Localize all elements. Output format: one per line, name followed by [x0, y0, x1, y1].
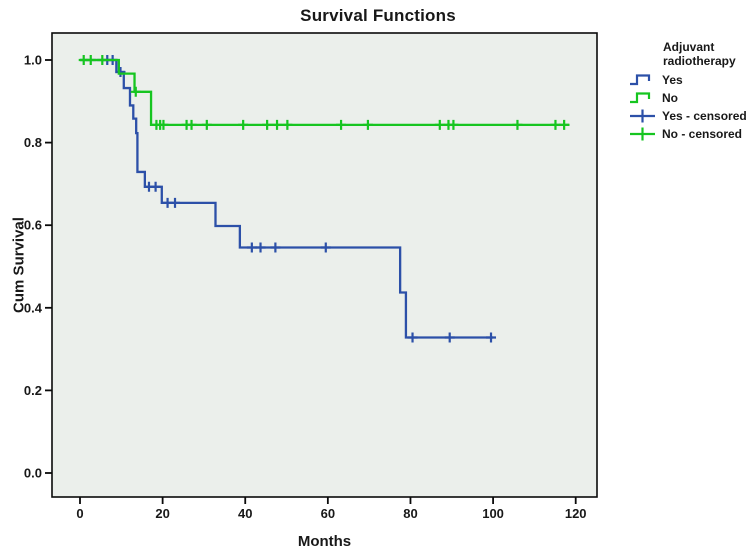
x-tick-label: 60: [321, 506, 335, 521]
censor-mark-no: [85, 55, 96, 65]
x-tick-label: 80: [403, 506, 417, 521]
y-axis-title: Cum Survival: [10, 217, 28, 313]
legend: Adjuvant radiotherapy Yes No Yes - censo…: [629, 40, 756, 144]
y-tick-label: 0.0: [24, 466, 42, 481]
x-tick-label: 20: [155, 506, 169, 521]
legend-title: Adjuvant radiotherapy: [663, 40, 736, 69]
legend-item-label: Yes: [662, 72, 683, 87]
x-axis-title: Months: [297, 533, 352, 550]
censor-mark-no: [186, 119, 197, 130]
censor-mark-yes: [320, 242, 331, 253]
censor-mark-yes: [255, 242, 266, 253]
censor-mark-yes: [407, 332, 418, 343]
legend-item-label: Yes - censored: [662, 108, 747, 123]
step-line-icon: [630, 74, 651, 86]
y-tick-label: 0.4: [24, 300, 43, 315]
censor-mark-no: [262, 119, 273, 130]
censor-mark-no: [238, 119, 249, 130]
censor-mark-no: [201, 119, 212, 130]
censor-mark-no: [272, 119, 283, 130]
x-tick-label: 120: [565, 506, 587, 521]
x-tick-label: 40: [238, 506, 252, 521]
legend-item-no-censored: No - censored: [629, 126, 756, 141]
censor-mark-no: [550, 119, 561, 130]
censor-plus-icon: [630, 127, 655, 141]
survival-curve-no: [80, 58, 570, 126]
censor-mark-yes: [150, 181, 161, 192]
x-tick-label: 0: [76, 506, 83, 521]
censor-mark-no: [336, 119, 347, 130]
censor-mark-yes: [115, 66, 126, 77]
survival-curve-yes: [80, 58, 494, 339]
censor-mark-no: [158, 119, 169, 130]
y-tick-label: 0.2: [24, 383, 42, 398]
legend-item-label: No: [662, 90, 678, 105]
censor-mark-no: [130, 86, 141, 97]
censor-mark-yes: [444, 332, 455, 343]
censor-mark-no: [362, 119, 373, 130]
chart-title: Survival Functions: [300, 6, 456, 25]
censor-mark-no: [434, 119, 445, 130]
y-tick-label: 0.8: [24, 135, 42, 150]
censor-mark-no: [559, 119, 570, 130]
x-tick-label: 100: [482, 506, 504, 521]
censor-mark-no: [97, 55, 108, 65]
censor-mark-yes: [246, 242, 257, 253]
legend-item-yes-censored: Yes - censored: [629, 108, 756, 123]
censor-mark-yes: [170, 197, 181, 208]
legend-item-yes: Yes: [629, 72, 756, 87]
plot-background: [51, 32, 598, 498]
censor-mark-no: [512, 119, 523, 130]
censor-plus-icon: [630, 109, 655, 123]
legend-item-no: No: [629, 90, 756, 105]
step-line-icon: [630, 92, 651, 104]
censor-mark-yes: [270, 242, 281, 253]
censor-mark-yes: [486, 332, 497, 343]
censor-mark-no: [282, 119, 293, 130]
y-tick-label: 0.6: [24, 218, 42, 233]
censor-mark-no: [448, 119, 459, 130]
legend-item-label: No - censored: [662, 126, 743, 141]
y-tick-label: 1.0: [24, 53, 42, 68]
